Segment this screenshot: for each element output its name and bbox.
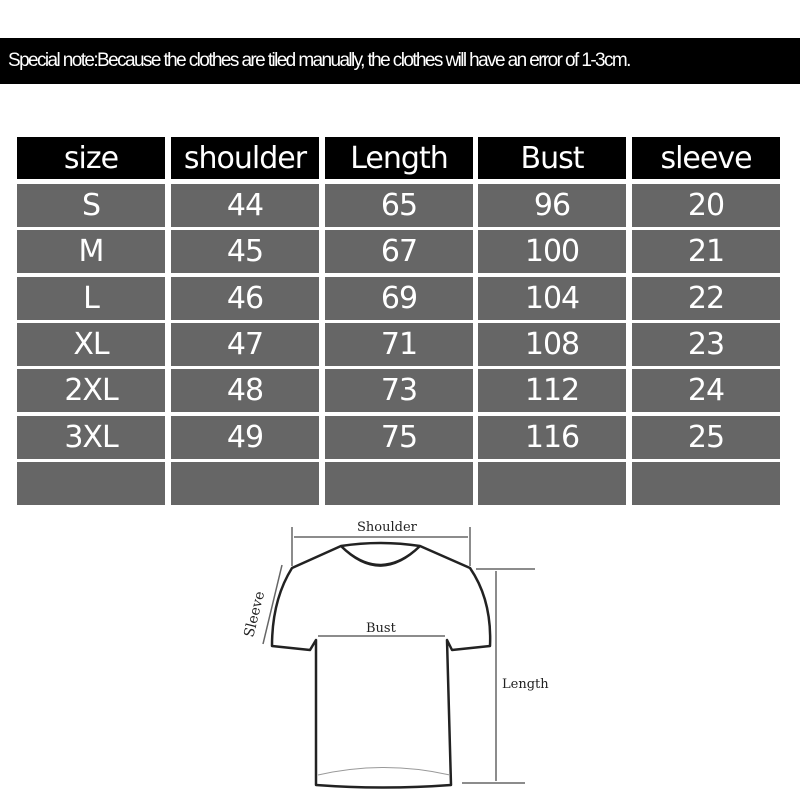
cell-length: 65 [325,184,473,227]
cell-shoulder: 48 [171,369,319,413]
cell-length: 71 [325,322,473,366]
cell-bust: 112 [478,369,626,413]
cell-shoulder: 46 [171,276,319,320]
header-size: size [17,137,165,179]
cell-size: 2XL [17,369,165,413]
cell-sleeve: 25 [632,415,780,459]
cell-shoulder: 45 [171,230,319,274]
header-bust: Bust [478,137,626,179]
length-label: Length [502,677,549,692]
cell-sleeve: 23 [632,322,780,366]
cell-size [17,461,165,505]
header-shoulder: shoulder [171,137,319,179]
cell-sleeve: 24 [632,369,780,413]
cell-shoulder: 47 [171,322,319,366]
cell-sleeve: 22 [632,276,780,320]
cell-sleeve [632,461,780,505]
cell-sleeve: 20 [632,184,780,227]
cell-size: 3XL [17,415,165,459]
tshirt-outline [270,541,492,789]
cell-shoulder: 44 [171,184,319,227]
cell-length: 73 [325,369,473,413]
cell-shoulder [171,461,319,505]
cell-length: 67 [325,230,473,274]
cell-length: 75 [325,415,473,459]
bust-label: Bust [366,621,397,636]
cell-size: XL [17,322,165,366]
cell-bust [478,461,626,505]
sleeve-label: Sleeve [241,590,268,639]
header-sleeve: sleeve [632,137,780,179]
cell-shoulder: 49 [171,415,319,459]
shoulder-label: Shoulder [357,520,418,535]
cell-sleeve: 21 [632,230,780,274]
header-length: Length [325,137,473,179]
cell-bust: 116 [478,415,626,459]
cell-bust: 104 [478,276,626,320]
cell-size: L [17,276,165,320]
cell-bust: 96 [478,184,626,227]
cell-length [325,461,473,505]
cell-bust: 108 [478,322,626,366]
measurement-lines [262,527,535,784]
cell-size: M [17,230,165,274]
cell-bust: 100 [478,230,626,274]
cell-length: 69 [325,276,473,320]
cell-size: S [17,184,165,227]
special-note-banner: Special note:Because the clothes are til… [0,38,800,84]
